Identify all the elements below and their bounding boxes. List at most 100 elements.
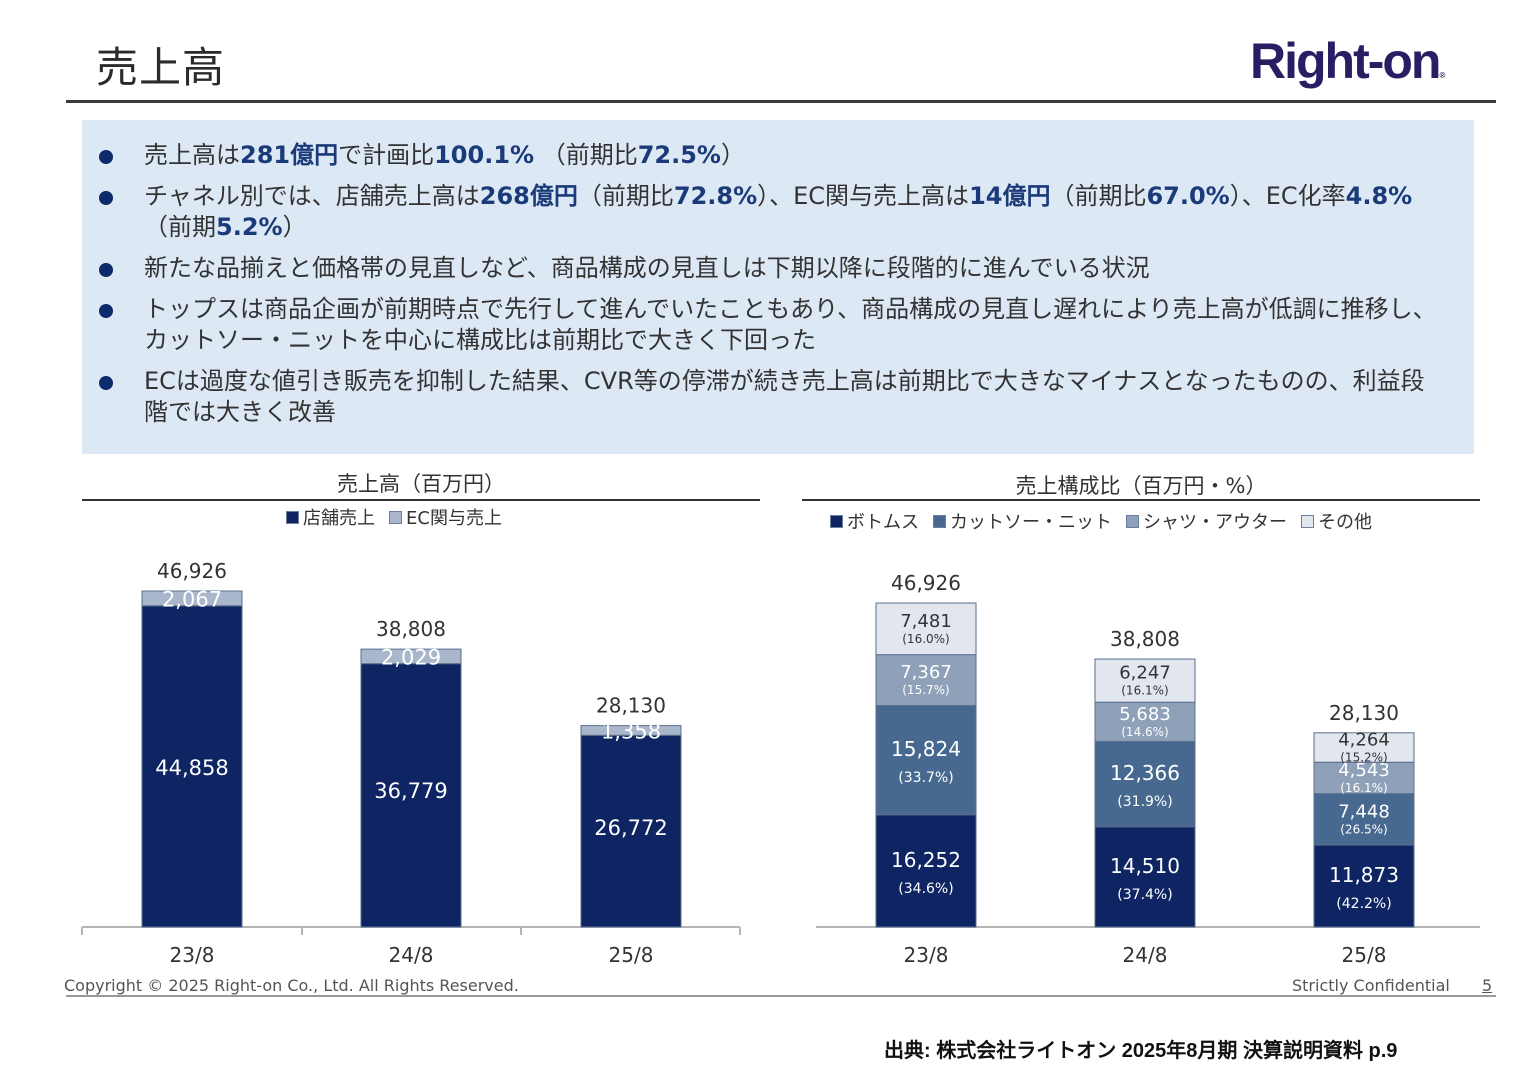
bullet-text: 売上高は bbox=[144, 141, 240, 169]
bar-value-label: 14,510 bbox=[1110, 854, 1180, 878]
legend-swatch-ec bbox=[389, 510, 402, 524]
legend-label-other: その他 bbox=[1318, 512, 1372, 533]
highlight-text: 14億円 bbox=[969, 182, 1051, 210]
bullet-text: チャネル別では、店舗売上高は bbox=[144, 182, 480, 210]
bar-segment-other bbox=[875, 602, 977, 656]
bar-value-label: 4,264 bbox=[1338, 730, 1390, 751]
highlight-text: 281億円 bbox=[240, 141, 339, 169]
chart-divider-composition bbox=[802, 499, 1480, 501]
bar-value-label: 5,683 bbox=[1119, 704, 1171, 725]
legend-label-store: 店舗売上 bbox=[303, 508, 375, 529]
bullet-text: トップスは商品企画が前期時点で先行して進んでいたこともあり、商品構成の見直し遅れ… bbox=[144, 295, 1437, 354]
page-title: 売上高 bbox=[96, 43, 226, 92]
bullet-text: ECは過度な値引き販売を抑制した結果、CVR等の停滞が続き売上高は前期比で大きな… bbox=[144, 367, 1425, 426]
bullet-dot-icon bbox=[99, 191, 113, 205]
bar-value-label: 7,481 bbox=[900, 611, 952, 632]
bar-value-label: 44,858 bbox=[155, 756, 228, 780]
summary-bullet: チャネル別では、店舗売上高は268億円（前期比72.8%）、EC関与売上高は14… bbox=[82, 181, 1474, 243]
bullet-text: ） bbox=[282, 213, 307, 241]
bar-percent-label: (16.1%) bbox=[1340, 781, 1387, 795]
bar-segment-cutsew-knit bbox=[1094, 740, 1196, 828]
bar-percent-label: (42.2%) bbox=[1336, 896, 1391, 912]
bullet-dot-icon bbox=[99, 304, 113, 318]
bullet-text: ）、EC化率 bbox=[1229, 182, 1346, 210]
bar-segment-ec bbox=[360, 648, 462, 665]
bullet-text: で計画比 bbox=[338, 141, 435, 169]
legend-swatch-cutsew-knit bbox=[933, 514, 946, 528]
bar-percent-label: (26.5%) bbox=[1340, 822, 1387, 836]
bar-percent-label: (15.2%) bbox=[1340, 751, 1387, 765]
x-tick-label: 25/8 bbox=[609, 943, 654, 967]
bar-value-label: 11,873 bbox=[1329, 863, 1399, 887]
bar-value-label: 7,448 bbox=[1338, 801, 1390, 822]
logo-mark: ® bbox=[1439, 71, 1446, 80]
bar-total-label: 46,926 bbox=[891, 571, 961, 595]
bar-value-label: 4,543 bbox=[1338, 760, 1390, 781]
chart-title-sales: 売上高（百万円） bbox=[337, 472, 505, 496]
bar-value-label: 6,247 bbox=[1119, 663, 1171, 684]
legend-label-bottoms: ボトムス bbox=[847, 512, 919, 533]
bar-percent-label: (15.7%) bbox=[902, 683, 949, 697]
summary-bullet: トップスは商品企画が前期時点で先行して進んでいたこともあり、商品構成の見直し遅れ… bbox=[82, 294, 1474, 356]
bar-segment-shirt-outer bbox=[1313, 761, 1415, 795]
bullet-text: ）、EC関与売上高は bbox=[757, 182, 970, 210]
highlight-text: 5.2% bbox=[216, 213, 283, 241]
legend-item-bottoms: ボトムス bbox=[830, 508, 919, 534]
bullet-text: （前期 bbox=[144, 213, 216, 241]
bar-segment-bottoms bbox=[875, 814, 977, 928]
legend-item-cutsew-knit: カットソー・ニット bbox=[933, 508, 1112, 534]
highlight-text: 72.8% bbox=[673, 182, 758, 210]
bar-segment-store bbox=[141, 605, 243, 928]
highlight-text: 72.5% bbox=[637, 141, 721, 169]
bar-segment-other bbox=[1094, 658, 1196, 703]
bar-percent-label: (16.0%) bbox=[902, 632, 949, 646]
bullet-dot-icon bbox=[99, 263, 113, 277]
x-tick-label: 23/8 bbox=[170, 943, 215, 967]
bar-value-label: 15,824 bbox=[891, 737, 961, 761]
legend-item-ec: EC関与売上 bbox=[389, 504, 502, 530]
legend-swatch-store bbox=[286, 510, 299, 524]
bar-total-label: 28,130 bbox=[596, 694, 666, 718]
summary-bullet: ECは過度な値引き販売を抑制した結果、CVR等の停滞が続き売上高は前期比で大きな… bbox=[82, 366, 1474, 428]
highlight-text: 4.8% bbox=[1345, 182, 1413, 210]
summary-list: 売上高は281億円で計画比100.1% （前期比72.5%） チャネル別では、店舗… bbox=[82, 120, 1474, 428]
bar-value-label: 16,252 bbox=[891, 848, 961, 872]
bar-percent-label: (34.6%) bbox=[898, 881, 953, 897]
bullet-text: （前期比 bbox=[577, 182, 674, 210]
legend-label-ec: EC関与売上 bbox=[406, 508, 502, 529]
legend-composition: ボトムス カットソー・ニット シャツ・アウター その他 bbox=[830, 508, 1386, 534]
legend-item-other: その他 bbox=[1301, 508, 1372, 534]
bar-percent-label: (14.6%) bbox=[1121, 725, 1168, 739]
bullet-dot-icon bbox=[99, 376, 113, 390]
bar-segment-shirt-outer bbox=[875, 654, 977, 707]
bar-value-label: 2,067 bbox=[162, 587, 222, 611]
x-tick-label: 24/8 bbox=[389, 943, 434, 967]
right-on-logo: Right-on® bbox=[1250, 32, 1445, 90]
chart-divider-sales bbox=[82, 499, 760, 501]
bar-percent-label: (33.7%) bbox=[898, 770, 953, 786]
bullet-text: ） bbox=[720, 141, 745, 169]
legend-swatch-other bbox=[1301, 514, 1314, 528]
summary-bullet: 売上高は281億円で計画比100.1% （前期比72.5%） bbox=[82, 140, 1474, 171]
legend-sales: 店舗売上 EC関与売上 bbox=[286, 504, 516, 530]
bullet-dot-icon bbox=[99, 150, 113, 164]
footer-divider bbox=[66, 995, 1496, 997]
bar-value-label: 12,366 bbox=[1110, 761, 1180, 785]
bar-percent-label: (37.4%) bbox=[1117, 887, 1172, 903]
bar-segment-store bbox=[360, 663, 462, 928]
source-citation: 出典: 株式会社ライトオン 2025年8月期 決算説明資料 p.9 bbox=[884, 1040, 1398, 1062]
bar-value-label: 26,772 bbox=[594, 816, 667, 840]
legend-swatch-shirt-outer bbox=[1126, 514, 1139, 528]
bar-segment-store bbox=[580, 734, 682, 928]
title-divider bbox=[66, 100, 1496, 103]
summary-box: 売上高は281億円で計画比100.1% （前期比72.5%） チャネル別では、店舗… bbox=[82, 120, 1474, 454]
bar-value-label: 1,358 bbox=[601, 719, 661, 743]
bar-segment-cutsew-knit bbox=[875, 705, 977, 816]
x-tick-label: 25/8 bbox=[1342, 943, 1387, 967]
bar-value-label: 36,779 bbox=[374, 779, 447, 803]
highlight-text: 100.1% bbox=[434, 141, 535, 169]
bar-total-label: 38,808 bbox=[376, 617, 446, 641]
x-tick-label: 24/8 bbox=[1123, 943, 1168, 967]
legend-label-cutsew-knit: カットソー・ニット bbox=[950, 512, 1112, 533]
bar-segment-bottoms bbox=[1313, 844, 1415, 928]
